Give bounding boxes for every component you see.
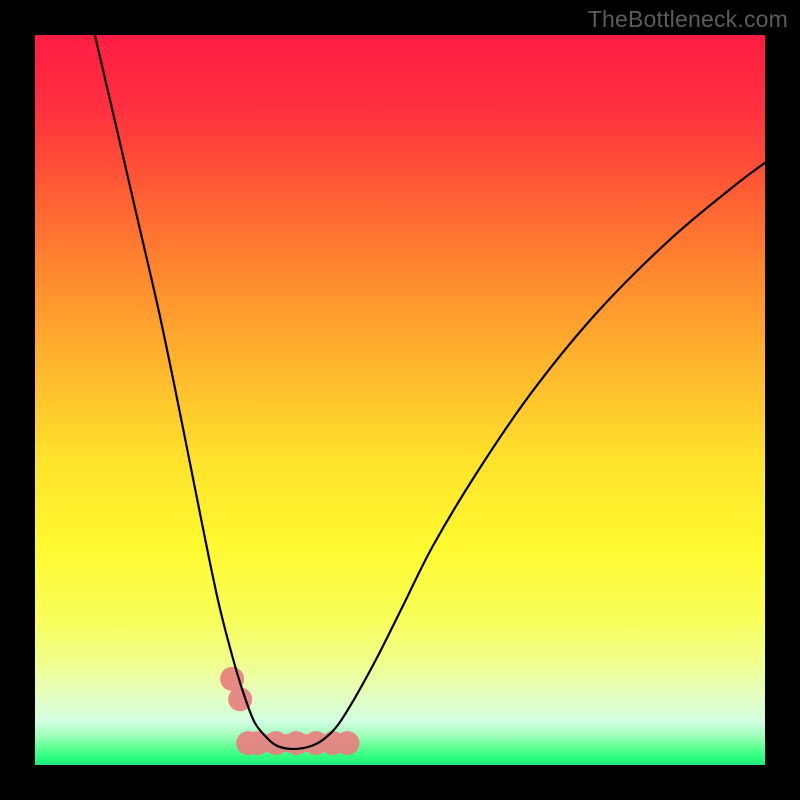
watermark-text: TheBottleneck.com <box>588 6 788 33</box>
plot-svg <box>35 35 765 765</box>
plot-area <box>35 35 765 765</box>
outer-frame: TheBottleneck.com <box>0 0 800 800</box>
